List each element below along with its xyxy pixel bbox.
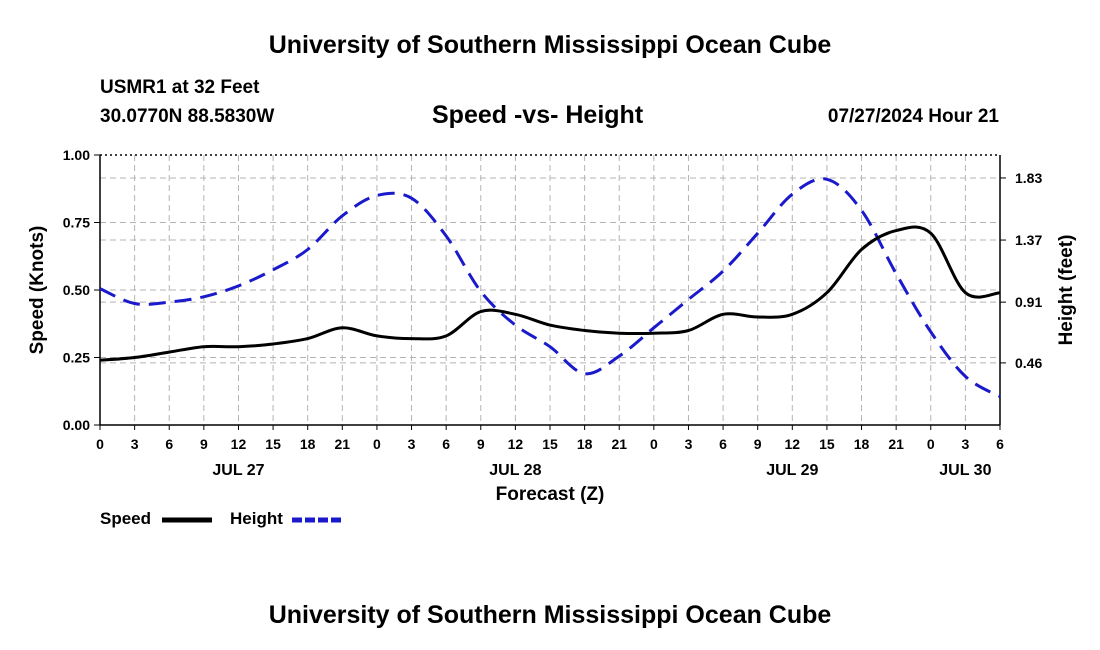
x-tick-label: 0 xyxy=(650,436,658,452)
chart-subtitle: Speed -vs- Height xyxy=(432,101,644,129)
x-tick-label: 0 xyxy=(927,436,935,452)
x-tick-label: 18 xyxy=(577,436,593,452)
coordinates-label: 30.0770N 88.5830W xyxy=(100,106,275,127)
legend-height-label: Height xyxy=(230,509,283,528)
x-tick-label: 3 xyxy=(961,436,969,452)
x-tick-label: 12 xyxy=(785,436,801,452)
x-tick-label: 21 xyxy=(335,436,351,452)
y-right-tick-label: 0.46 xyxy=(1015,355,1042,371)
x-tick-label: 15 xyxy=(265,436,281,452)
y-right-tick-label: 0.91 xyxy=(1015,294,1042,310)
x-tick-label: 9 xyxy=(477,436,485,452)
date-label: JUL 29 xyxy=(766,462,818,479)
x-tick-label: 6 xyxy=(442,436,450,452)
x-tick-label: 3 xyxy=(685,436,693,452)
y-left-tick-label: 0.25 xyxy=(63,350,90,366)
x-axis-title: Forecast (Z) xyxy=(496,484,605,505)
x-tick-label: 6 xyxy=(165,436,173,452)
y-right-tick-label: 1.37 xyxy=(1015,232,1042,248)
x-tick-label: 6 xyxy=(719,436,727,452)
footer-title: University of Southern Mississippi Ocean… xyxy=(268,601,832,629)
date-label: JUL 28 xyxy=(489,462,541,479)
x-tick-label: 15 xyxy=(819,436,835,452)
x-tick-label: 18 xyxy=(300,436,316,452)
x-tick-label: 18 xyxy=(854,436,870,452)
x-tick-label: 12 xyxy=(231,436,247,452)
x-tick-label: 21 xyxy=(611,436,627,452)
y-axis-right-title: Height (feet) xyxy=(1056,235,1077,346)
y-right-tick-label: 1.83 xyxy=(1015,170,1042,186)
x-tick-label: 3 xyxy=(131,436,139,452)
x-tick-label: 21 xyxy=(888,436,904,452)
x-tick-label: 12 xyxy=(508,436,524,452)
forecast-datetime: 07/27/2024 Hour 21 xyxy=(827,106,999,127)
date-label: JUL 27 xyxy=(212,462,264,479)
series-line-speed xyxy=(99,225,1001,362)
y-left-tick-label: 0.75 xyxy=(63,215,90,231)
x-tick-label: 0 xyxy=(373,436,381,452)
x-tick-label: 0 xyxy=(96,436,104,452)
station-label: USMR1 at 32 Feet xyxy=(100,77,260,98)
chart-main-title: University of Southern Mississippi Ocean… xyxy=(268,31,832,59)
x-tick-label: 15 xyxy=(542,436,558,452)
x-tick-label: 9 xyxy=(754,436,762,452)
y-left-tick-label: 0.00 xyxy=(63,417,90,433)
x-tick-label: 9 xyxy=(200,436,208,452)
y-left-tick-label: 1.00 xyxy=(63,147,90,163)
x-tick-label: 6 xyxy=(996,436,1004,452)
y-left-tick-label: 0.50 xyxy=(63,282,90,298)
x-tick-label: 3 xyxy=(408,436,416,452)
legend-speed-label: Speed xyxy=(100,509,152,528)
y-axis-left-title: Speed (Knots) xyxy=(27,226,48,355)
series-line-height xyxy=(99,177,1001,398)
date-label: JUL 30 xyxy=(939,462,991,479)
